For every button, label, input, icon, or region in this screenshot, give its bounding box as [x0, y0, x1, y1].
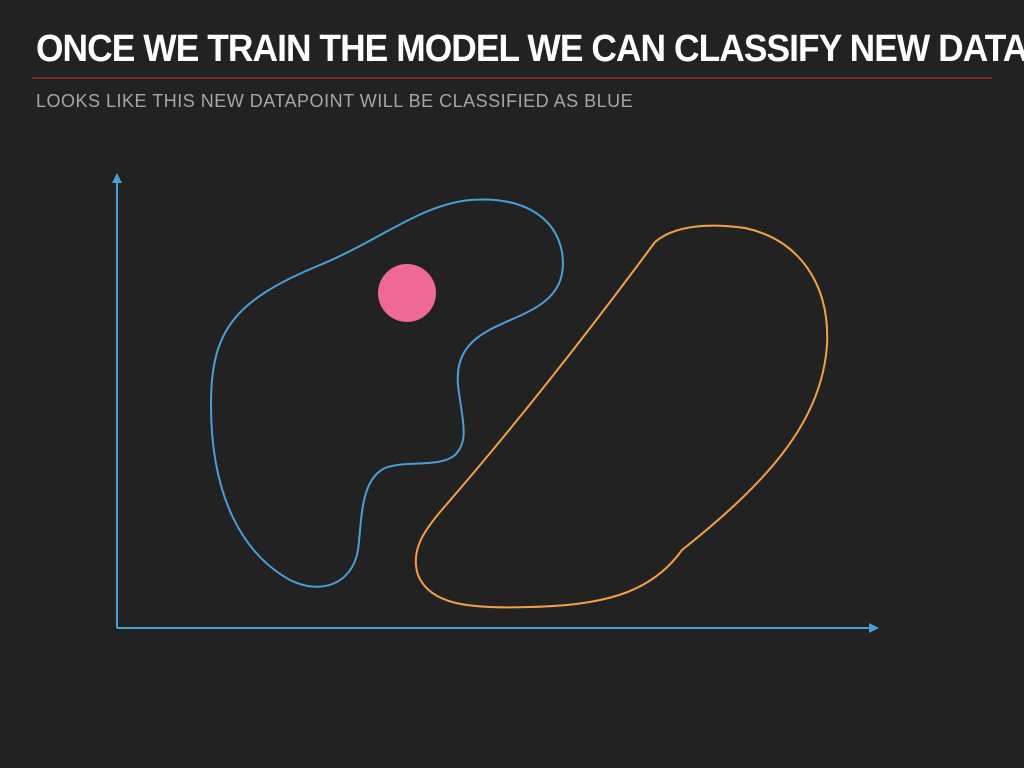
axes: [112, 173, 879, 633]
y-axis-arrowhead-icon: [112, 173, 122, 183]
slide-title: ONCE WE TRAIN THE MODEL WE CAN CLASSIFY …: [36, 28, 1024, 70]
new-datapoint: [378, 264, 436, 322]
slide-subtitle: LOOKS LIKE THIS NEW DATAPOINT WILL BE CL…: [36, 91, 634, 111]
blue-class-region: [209, 198, 564, 588]
x-axis-arrowhead-icon: [869, 623, 879, 633]
title-divider: [32, 77, 992, 79]
orange-class-region: [414, 224, 829, 609]
